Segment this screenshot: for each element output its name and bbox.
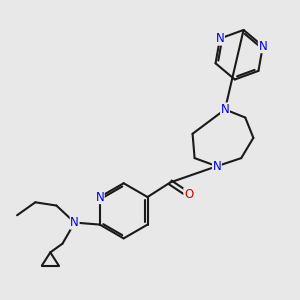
Text: O: O (184, 188, 193, 201)
Text: N: N (220, 103, 230, 116)
Text: N: N (212, 160, 221, 173)
Text: N: N (95, 190, 104, 203)
Text: N: N (70, 216, 79, 229)
Text: N: N (216, 32, 224, 45)
Text: N: N (258, 40, 267, 52)
